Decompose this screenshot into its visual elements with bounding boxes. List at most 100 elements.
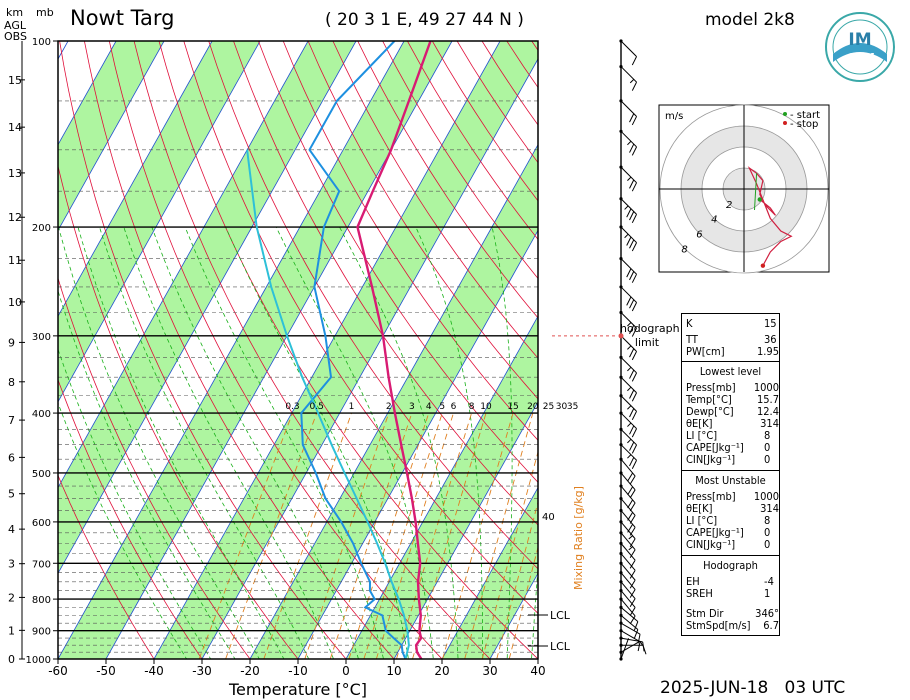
hodograph-ring-label: 4: [711, 215, 717, 226]
most-unstable-value: 8: [764, 514, 771, 527]
model-name: model 2k8: [705, 10, 795, 30]
wind-barb: [620, 412, 638, 438]
series-parcel: [246, 149, 410, 659]
hodograph-stat-value: 346°: [755, 607, 779, 620]
lowest-level-value: 314: [760, 417, 779, 430]
x-tick-label: -60: [48, 664, 68, 678]
height-tick-label: 6: [8, 451, 15, 464]
mixing-ratio-label: 8: [469, 402, 475, 412]
km-label: km: [6, 6, 23, 19]
mixing-ratio-line: [442, 412, 514, 659]
lowest-level-value: 0: [764, 441, 771, 454]
moist-adiabat: [491, 226, 513, 659]
height-tick-label: 10: [8, 296, 22, 309]
isotherm-line: [297, 229, 538, 659]
height-tick-label: 1: [8, 624, 15, 637]
hodograph-stat-row: SREH 1: [682, 588, 779, 600]
x-axis-label: Temperature [°C]: [228, 680, 367, 699]
pressure-tick-label: 1000: [26, 655, 51, 666]
hodograph-stat-label: StmSpd[m/s]: [686, 619, 751, 632]
dry-adiabat: [258, 41, 538, 483]
x-tick-label: 40: [530, 664, 545, 678]
mixing-ratio-line: [329, 412, 413, 659]
lowest-level-label: LI [°C]: [686, 429, 718, 442]
most-unstable-value: 314: [760, 502, 779, 515]
mixing-ratio-line: [412, 412, 487, 659]
x-tick-label: 0: [342, 664, 350, 678]
plot-area: [58, 41, 538, 659]
wind-barb: [620, 485, 636, 512]
k-label: K: [686, 317, 693, 330]
pw-value: 1.95: [756, 345, 779, 358]
wind-barb: [620, 286, 638, 312]
lowest-level-label: Press[mb]: [686, 381, 736, 394]
mixing-ratio-line: [396, 412, 473, 659]
wind-barb: [620, 598, 636, 625]
mb-label: mb: [36, 6, 54, 19]
wind-barb: [620, 638, 629, 660]
x-tick-label: -30: [192, 664, 212, 678]
dry-adiabat: [282, 41, 538, 441]
dry-adiabat: [58, 276, 251, 659]
isotherm-band: [154, 41, 538, 659]
hodograph-unit: m/s: [665, 111, 683, 122]
wind-barb: [620, 581, 636, 607]
imgw-logo: IM GW: [825, 12, 895, 82]
tt-value: 36: [764, 333, 777, 346]
moist-adiabat: [415, 226, 484, 659]
station-title: Nowt Targ: [70, 6, 175, 30]
svg-text:GW: GW: [846, 50, 875, 68]
k-value: 15: [764, 317, 777, 330]
wind-barb: [620, 312, 638, 337]
isotherm-line: [58, 41, 357, 575]
hodograph-limit-label: hodograph limit: [620, 322, 680, 350]
wind-barb: [620, 510, 636, 536]
x-tick-label: -10: [288, 664, 308, 678]
height-tick-label: 3: [8, 558, 15, 571]
x-tick-label: -50: [96, 664, 116, 678]
wind-barb: [620, 226, 638, 252]
mixing-ratio-label: 35: [567, 402, 578, 412]
lowest-level-value: 12.4: [756, 405, 779, 418]
height-tick-label: 2: [8, 591, 15, 604]
moist-adiabat: [531, 561, 538, 659]
mixing-ratio-line: [375, 412, 454, 659]
lowest-level-row: LI [°C] 8: [682, 430, 779, 442]
hodograph-stat-label: SREH: [686, 587, 713, 600]
svg-text:IM: IM: [848, 30, 871, 50]
obs-label: OBS: [4, 30, 27, 43]
height-tick-label: 11: [8, 254, 22, 267]
moist-adiabat: [151, 226, 360, 659]
moist-adiabat: [77, 226, 285, 659]
mixing-ratio-line: [508, 545, 538, 659]
height-tick-label: 9: [8, 336, 15, 349]
lowest-level-value: 15.7: [756, 393, 779, 406]
moist-adiabat: [275, 226, 434, 659]
mixing-ratio-label: 10: [480, 402, 492, 412]
valid-time: 2025-JUN-18 03 UTC: [660, 678, 845, 698]
dry-adiabat: [332, 41, 538, 359]
most-unstable-value: 0: [764, 538, 771, 551]
hodograph-start-point: [757, 197, 762, 202]
mixing-ratio-line: [496, 500, 538, 659]
mixing-ratio-line: [225, 412, 318, 659]
height-tick-label: 13: [8, 167, 22, 180]
moist-adiabat: [339, 226, 459, 659]
moist-adiabat: [58, 289, 236, 659]
wind-barb: [620, 100, 638, 126]
isotherm-line: [345, 315, 538, 659]
x-tick-label: 20: [434, 664, 449, 678]
pressure-tick-label: 200: [32, 223, 51, 234]
hodograph-stat-value: 1: [764, 587, 771, 600]
x-tick-label: 10: [386, 664, 401, 678]
mixing-ratio-label: 0.5: [310, 402, 324, 412]
wind-barb: [620, 335, 638, 361]
hodograph-title: Hodograph: [703, 559, 758, 572]
mixing-ratio-label: 30: [556, 402, 568, 412]
most-unstable-label: LI [°C]: [686, 514, 718, 527]
isotherm-line: [393, 401, 538, 659]
mixing-ratio-label: 2: [386, 402, 392, 412]
mixing-ratio-line: [464, 412, 534, 659]
height-tick-label: 12: [8, 211, 22, 224]
hodograph-stop-label: - stop: [790, 119, 818, 130]
